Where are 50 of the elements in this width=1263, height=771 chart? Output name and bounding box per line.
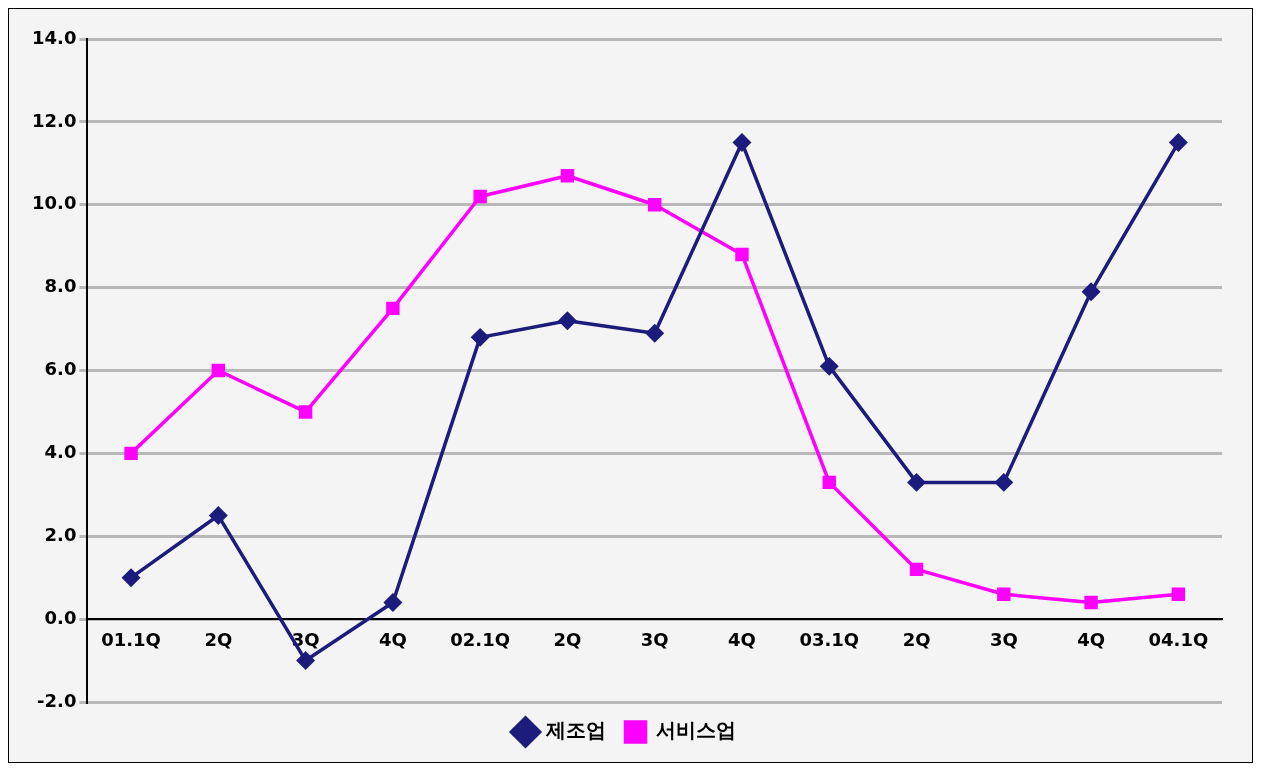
point [1082, 283, 1100, 301]
point [122, 568, 140, 587]
point [298, 405, 313, 419]
y-tick-label: 6.0 [44, 358, 77, 380]
x-tick-label: 3Q [640, 628, 669, 650]
point [1084, 595, 1098, 610]
y-tick-label: 0.0 [44, 606, 77, 628]
x-tick-label: 4Q [1077, 628, 1105, 650]
x-tick-label: 02.1Q [450, 628, 511, 650]
point [735, 247, 749, 262]
x-tick-label: 04.1Q [1148, 628, 1209, 650]
point [648, 198, 662, 212]
x-tick-label: 4Q [728, 628, 756, 650]
y-tick-label: 14.0 [31, 26, 77, 48]
y-tick-label: 12.0 [31, 109, 77, 131]
x-tick-label: 3Q [989, 628, 1018, 650]
point [296, 651, 315, 670]
point [645, 324, 664, 342]
legend-label: 서비스업 [655, 718, 736, 743]
y-tick-label: 4.0 [44, 441, 77, 463]
point [907, 473, 926, 492]
legend-label: 제조업 [544, 718, 606, 743]
point [473, 189, 487, 204]
point [1169, 133, 1188, 152]
point [560, 169, 575, 183]
point [733, 133, 751, 152]
point [386, 301, 400, 316]
point [995, 473, 1013, 492]
y-tick-label: 10.0 [31, 192, 77, 214]
x-tick-label: 2Q [553, 628, 582, 650]
point [1171, 587, 1186, 601]
x-tick-label: 2Q [204, 628, 233, 650]
point [471, 328, 489, 347]
x-tick-label: 3Q [291, 628, 320, 650]
point [124, 446, 138, 461]
y-tick-label: 2.0 [44, 523, 77, 545]
x-tick-label: 03.1Q [799, 628, 860, 650]
x-tick-label: 2Q [902, 628, 931, 650]
point [820, 357, 839, 376]
y-tick-label: -2.0 [37, 689, 77, 711]
point [909, 562, 924, 577]
point [822, 475, 836, 490]
x-tick-label: 01.1Q [101, 628, 161, 650]
point [997, 587, 1011, 601]
point [558, 312, 577, 330]
x-tick-label: 4Q [378, 628, 407, 650]
point [384, 593, 402, 612]
point [211, 363, 226, 378]
point [209, 506, 228, 525]
y-tick-label: 8.0 [44, 275, 77, 297]
